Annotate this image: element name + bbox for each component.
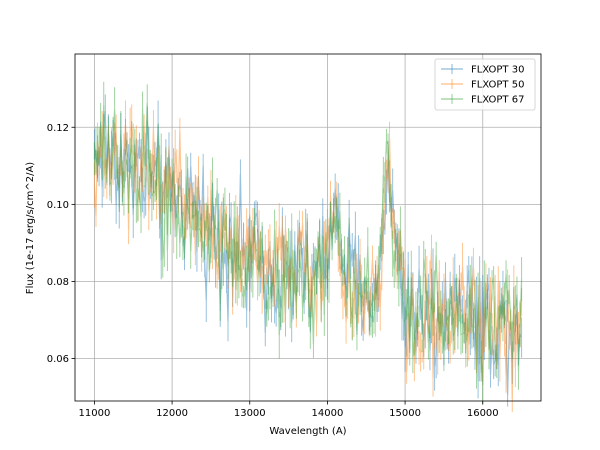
- x-tick-label: 14000: [312, 408, 344, 419]
- y-axis-label: Flux (1e-17 erg/s/cm^2/A): [25, 162, 36, 294]
- y-tick-label: 0.06: [47, 354, 69, 365]
- legend-item: FLXOPT 50: [441, 79, 524, 91]
- y-tick-label: 0.12: [47, 123, 69, 134]
- y-tick-label: 0.10: [47, 200, 69, 211]
- series-2: [93, 100, 523, 413]
- error-bars: [93, 81, 523, 405]
- legend: FLXOPT 30 FLXOPT 50 FLXOPT 67: [434, 58, 536, 111]
- x-tick-label: 16000: [467, 408, 499, 419]
- x-axis-label: Wavelength (A): [269, 426, 346, 437]
- legend-item: FLXOPT 30: [441, 64, 524, 76]
- error-bars: [93, 100, 523, 413]
- x-tick-label: 13000: [234, 408, 266, 419]
- series-line: [93, 103, 523, 385]
- legend-label: FLXOPT 30: [471, 65, 524, 76]
- legend-label: FLXOPT 67: [471, 95, 524, 106]
- legend-label: FLXOPT 50: [471, 80, 524, 91]
- error-bars: [93, 94, 523, 407]
- series-line: [93, 124, 523, 400]
- series-1: [93, 94, 523, 407]
- x-tick-label: 15000: [389, 408, 421, 419]
- x-tick-label: 11000: [79, 408, 111, 419]
- y-tick-label: 0.08: [47, 277, 69, 288]
- grid: [75, 54, 541, 401]
- series-line: [93, 110, 523, 396]
- plot-area: [93, 81, 523, 413]
- series-3: [93, 81, 523, 405]
- legend-item: FLXOPT 67: [441, 94, 524, 106]
- legend-box: [434, 58, 536, 111]
- axes-ticks: 11000 12000 13000 14000 15000 16000 0.06 0.08 0.…: [47, 123, 499, 419]
- plot-frame: [74, 53, 542, 402]
- x-tick-label: 12000: [156, 408, 188, 419]
